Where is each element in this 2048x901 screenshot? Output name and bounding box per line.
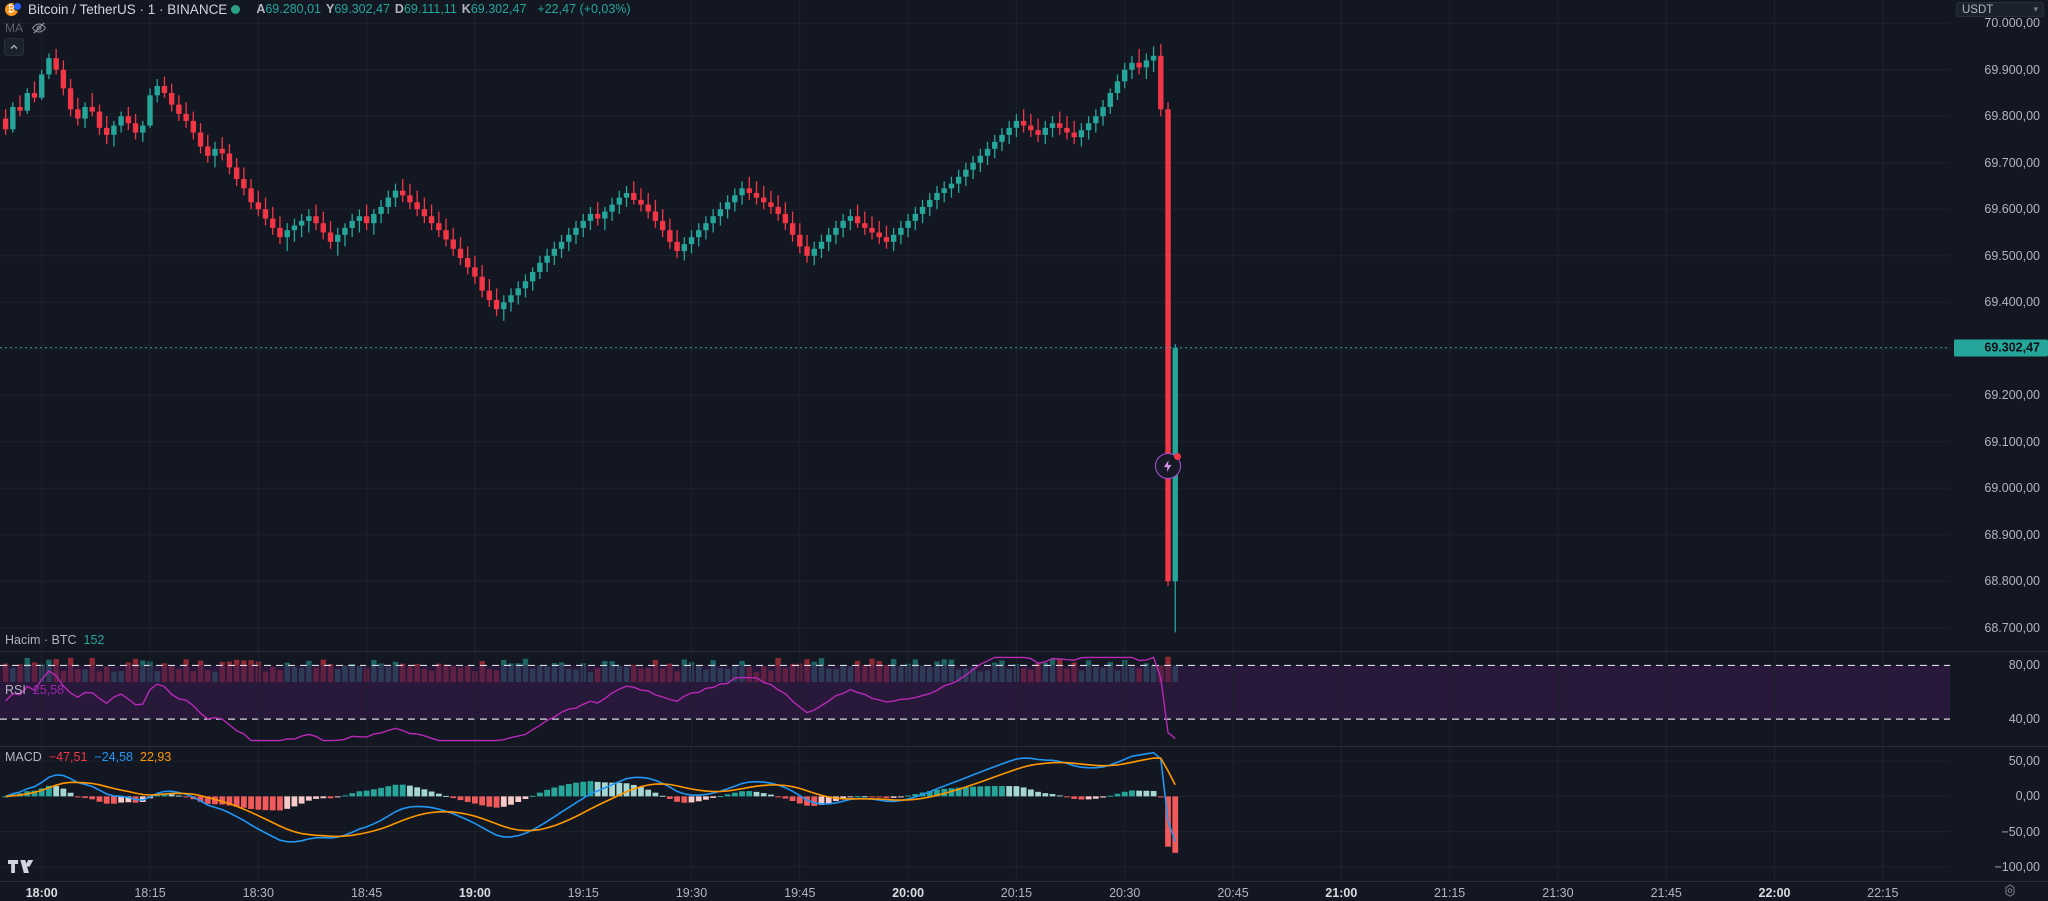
- volume-legend-value: 152: [83, 633, 105, 647]
- time-tick: 21:15: [1433, 886, 1466, 900]
- time-tick: 18:45: [350, 886, 383, 900]
- macd-tick: 0,00: [2015, 789, 2040, 804]
- time-tick: 19:45: [784, 886, 816, 900]
- time-tick: 20:15: [1000, 886, 1033, 900]
- currency-selector[interactable]: USDT ▾: [1956, 2, 2044, 17]
- currency-label: USDT: [1962, 3, 1994, 16]
- current-price-badge: 69.302,47: [1954, 339, 2048, 357]
- time-tick: 21:30: [1542, 886, 1574, 900]
- macd-tick: −100,00: [1994, 859, 2040, 874]
- macd-tick: 50,00: [2008, 754, 2040, 769]
- lightning-bolt-glyph: [1163, 460, 1172, 472]
- price-chart-pane[interactable]: [0, 0, 1950, 651]
- eye-off-icon[interactable]: [31, 20, 47, 36]
- price-tick: 69.100,00: [1984, 434, 2040, 449]
- time-tick: 20:45: [1217, 886, 1249, 900]
- macd-legend[interactable]: MACD −47,51 −24,58 22,93: [0, 750, 171, 764]
- ohlc-close: K 69.302,47: [462, 2, 527, 16]
- rsi-tick: 80,00: [2008, 658, 2040, 673]
- chevron-down-icon: ▾: [2033, 4, 2038, 14]
- tradingview-logo[interactable]: [8, 858, 34, 875]
- price-tick: 69.400,00: [1984, 295, 2040, 310]
- time-tick: 19:30: [675, 886, 708, 900]
- price-tick: 69.000,00: [1984, 481, 2040, 496]
- macd-series: [0, 747, 1950, 881]
- ohlc-high-key: Y: [325, 2, 335, 16]
- rsi-legend-value: 25,58: [32, 683, 65, 697]
- rsi-series: [0, 652, 1950, 746]
- time-tick: 21:00: [1325, 886, 1358, 900]
- macd-legend-signal-value: −24,58: [94, 750, 133, 764]
- time-tick: 19:15: [567, 886, 599, 900]
- rsi-axis[interactable]: 80,00 40,00: [1950, 651, 2048, 746]
- price-tick: 69.500,00: [1984, 248, 2040, 263]
- time-tick: 22:00: [1758, 886, 1791, 900]
- time-tick: 20:30: [1109, 886, 1141, 900]
- rsi-legend-label: RSI: [5, 683, 26, 697]
- rsi-pane[interactable]: [0, 651, 1950, 746]
- price-tick: 69.600,00: [1984, 202, 2040, 217]
- ohlc-open: A 69.280,01: [256, 2, 321, 16]
- price-tick: 68.900,00: [1984, 527, 2040, 542]
- macd-legend-hist-value: 22,93: [140, 750, 172, 764]
- price-axis[interactable]: USDT ▾ 70.000,00 69.900,00 69.800,00 69.700…: [1950, 0, 2048, 651]
- volume-legend-label: Hacim · BTC: [5, 633, 77, 647]
- time-axis[interactable]: 18:00 18:15 18:30 18:45 19:00 19:15 19:30 19:45…: [0, 881, 2048, 901]
- symbol-title[interactable]: Bitcoin / TetherUS · 1 · BINANCE: [28, 1, 228, 17]
- price-tick: 70.000,00: [1984, 16, 2040, 31]
- time-tick: 20:00: [892, 886, 925, 900]
- collapse-pane-button[interactable]: [4, 38, 24, 56]
- ohlc-open-value: 69.280,01: [265, 2, 321, 16]
- price-change: +22,47 (+0,03%): [537, 2, 631, 16]
- time-tick: 18:00: [25, 886, 58, 900]
- macd-axis[interactable]: 50,00 0,00 −50,00 −100,00: [1950, 746, 2048, 881]
- ohlc-low: D 69.111,11: [395, 2, 457, 16]
- market-open-dot-icon[interactable]: [231, 4, 241, 14]
- ohlc-open-key: A: [256, 2, 266, 16]
- macd-legend-macd-value: −47,51: [48, 750, 88, 764]
- alert-notification-dot: [1174, 453, 1182, 460]
- time-tick: 18:30: [242, 886, 274, 900]
- price-tick: 68.700,00: [1984, 620, 2040, 635]
- time-tick: 22:15: [1867, 886, 1899, 900]
- price-tick: 69.900,00: [1984, 62, 2040, 77]
- ohlc-close-key: K: [461, 2, 471, 16]
- lightning-alert-icon[interactable]: [1155, 453, 1182, 479]
- time-tick: 21:45: [1650, 886, 1682, 900]
- ohlc-close-value: 69.302,47: [470, 2, 527, 16]
- price-tick: 68.800,00: [1984, 574, 2040, 589]
- chart-header: Bitcoin / TetherUS · 1 · BINANCE A69.280…: [0, 0, 2048, 18]
- ohlc-high-value: 69.302,47: [334, 2, 390, 16]
- macd-legend-label: MACD: [5, 750, 42, 764]
- ohlc-high: Y 69.302,47: [326, 2, 390, 16]
- volume-legend[interactable]: Hacim · BTC 152: [0, 633, 104, 647]
- ohlc-low-value: 69.111,11: [403, 2, 457, 16]
- time-tick: 18:15: [134, 886, 166, 900]
- gear-icon[interactable]: [2002, 883, 2018, 899]
- tether-badge-icon: [13, 1, 22, 11]
- price-tick: 69.700,00: [1984, 155, 2040, 170]
- ohlc-values: A 69.280,01 Y 69.302,47 D 69.111,11 K 69.302…: [256, 2, 630, 16]
- time-tick: 19:00: [458, 886, 491, 900]
- candlestick-series: [0, 0, 1950, 651]
- ohlc-low-key: D: [394, 2, 404, 16]
- macd-tick: −50,00: [2001, 824, 2040, 839]
- macd-pane[interactable]: [0, 746, 1950, 881]
- ma-legend-label: MA: [5, 21, 23, 35]
- rsi-legend[interactable]: RSI 25,58: [0, 683, 64, 697]
- symbol-logo-group[interactable]: [5, 1, 22, 16]
- price-tick: 69.800,00: [1984, 109, 2040, 124]
- price-tick: 69.200,00: [1984, 388, 2040, 403]
- bitcoin-icon: [5, 1, 22, 16]
- chevron-up-icon: [10, 44, 18, 49]
- rsi-tick: 40,00: [2008, 712, 2040, 727]
- ma-indicator-legend[interactable]: MA: [5, 20, 47, 36]
